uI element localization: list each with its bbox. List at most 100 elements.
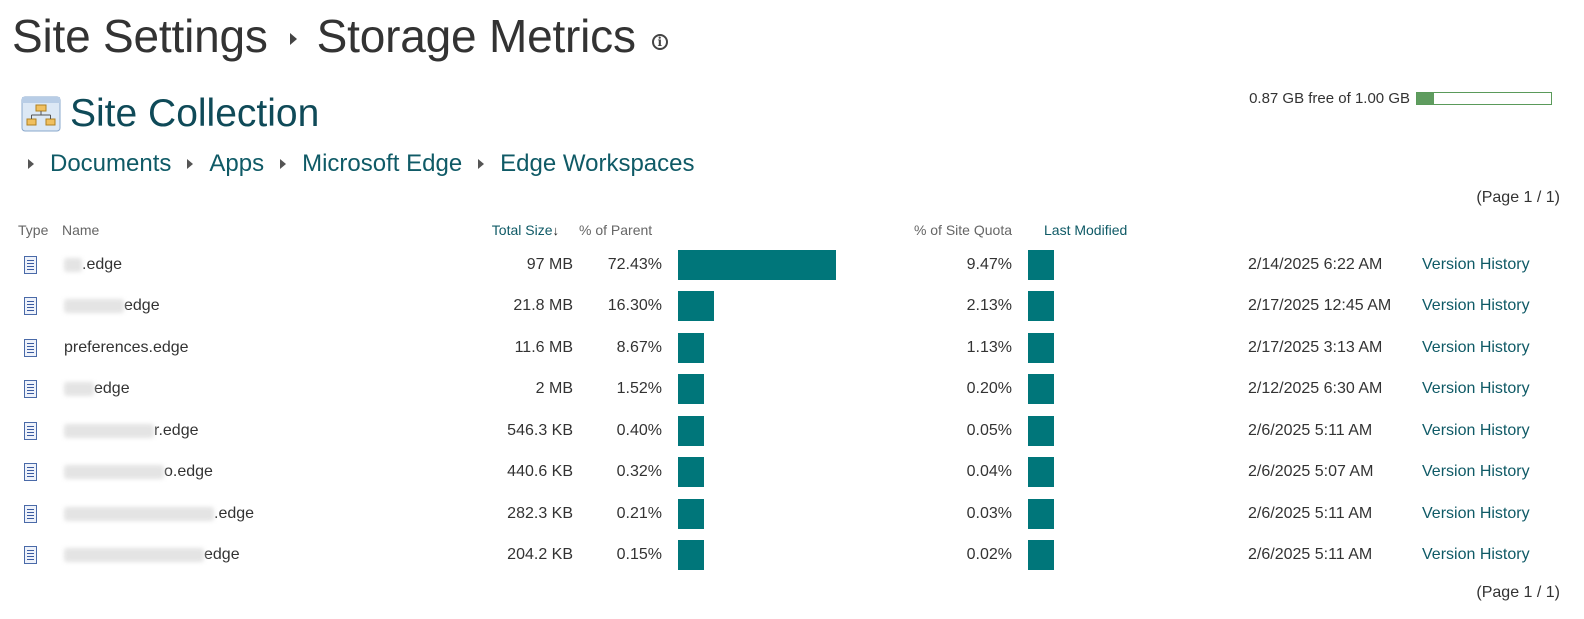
name-cell[interactable]: edge (62, 369, 402, 411)
pct-quota-bar (1028, 332, 1054, 363)
pct-parent-bar (678, 540, 704, 571)
pct-parent-bar (678, 249, 836, 280)
spacer-cell (662, 452, 678, 494)
size-cell: 204.2 KB (507, 546, 573, 564)
quota-progress-bar (1416, 92, 1552, 105)
spacer-cell (1012, 493, 1028, 535)
table-row[interactable]: .edge 282.3 KB 0.21% 0.03% 2/6/2025 5:11 AM V… (18, 493, 1552, 535)
redacted-name (64, 548, 204, 563)
info-icon[interactable]: i (651, 34, 668, 50)
spacer-cell (662, 327, 678, 369)
table-row[interactable]: .edge 97 MB 72.43% 9.47% 2/14/2025 6:22 AM Ve… (18, 244, 1552, 286)
pct-quota-bar-cell (1028, 369, 1248, 411)
size-cell: 440.6 KB (507, 463, 573, 481)
pct-parent-cell: 0.32% (616, 463, 662, 481)
version-history-link[interactable]: Version History (1422, 338, 1530, 356)
column-spacer (1248, 216, 1422, 244)
version-history-cell: Version History (1422, 535, 1552, 577)
version-history-link[interactable]: Version History (1422, 504, 1530, 522)
pct-parent-bar-cell (678, 535, 858, 577)
crumb-arrow-icon (187, 159, 194, 169)
file-name[interactable]: edge (94, 380, 130, 398)
spacer-cell (662, 410, 678, 452)
file-name[interactable]: preferences.edge (64, 338, 189, 356)
pct-parent-cell: 72.43% (607, 255, 662, 273)
table-row[interactable]: r.edge 546.3 KB 0.40% 0.05% 2/6/2025 5:11 AM… (18, 410, 1552, 452)
redacted-name (64, 465, 164, 480)
name-cell[interactable]: r.edge (62, 410, 402, 452)
spacer-cell (1012, 327, 1028, 369)
version-history-cell: Version History (1422, 410, 1552, 452)
crumb-microsoft-edge[interactable]: Microsoft Edge (302, 150, 463, 177)
spacer-cell (662, 535, 678, 577)
pct-parent-bar (678, 457, 704, 488)
name-cell[interactable]: edge (62, 286, 402, 328)
file-name[interactable]: edge (204, 546, 240, 564)
pct-parent-bar (678, 374, 704, 405)
pct-quota-cell: 2.13% (966, 297, 1012, 315)
pct-quota-bar (1028, 291, 1054, 322)
version-history-link[interactable]: Version History (1422, 297, 1530, 315)
name-cell[interactable]: edge (62, 535, 402, 577)
table-row[interactable]: edge 204.2 KB 0.15% 0.02% 2/6/2025 5:11 AM Ve… (18, 535, 1552, 577)
pct-parent-bar-cell (678, 327, 858, 369)
version-history-link[interactable]: Version History (1422, 380, 1530, 398)
document-icon (24, 255, 37, 274)
version-history-cell: Version History (1422, 327, 1552, 369)
pct-quota-bar-cell (1028, 410, 1248, 452)
column-pct-quota: % of Site Quota (913, 222, 1012, 238)
type-cell (18, 369, 62, 411)
pct-parent-cell: 1.52% (616, 380, 662, 398)
name-cell[interactable]: .edge (62, 244, 402, 286)
crumb-edge-workspaces[interactable]: Edge Workspaces (500, 150, 695, 177)
version-history-link[interactable]: Version History (1422, 463, 1530, 481)
redacted-name (64, 299, 124, 314)
pct-parent-bar-cell (678, 452, 858, 494)
file-name[interactable]: o.edge (164, 463, 213, 481)
document-icon (24, 504, 37, 523)
crumb-arrow-icon (28, 159, 34, 169)
pct-quota-bar-cell (1028, 244, 1248, 286)
breadcrumb-site-settings[interactable]: Site Settings (12, 10, 268, 62)
file-name[interactable]: .edge (82, 255, 123, 273)
quota-text: 0.87 GB free of 1.00 GB (1249, 90, 1410, 107)
size-cell: 282.3 KB (507, 504, 573, 522)
file-name[interactable]: r.edge (154, 421, 199, 439)
pct-parent-bar (678, 332, 704, 363)
name-cell[interactable]: preferences.edge (62, 327, 402, 369)
site-collection-title[interactable]: Site Collection (70, 92, 320, 135)
column-spacer (678, 216, 858, 244)
version-history-link[interactable]: Version History (1422, 546, 1530, 564)
pct-quota-cell: 0.02% (966, 546, 1012, 564)
type-cell (18, 493, 62, 535)
column-pct-parent: % of Parent (579, 222, 653, 238)
version-history-link[interactable]: Version History (1422, 421, 1530, 439)
name-cell[interactable]: o.edge (62, 452, 402, 494)
column-total-size-label: Total Size (491, 222, 553, 238)
file-name[interactable]: .edge (214, 504, 255, 522)
crumb-documents[interactable]: Documents (50, 150, 172, 177)
crumb-apps[interactable]: Apps (209, 150, 265, 177)
table-row[interactable]: edge 2 MB 1.52% 0.20% 2/12/2025 6:30 AM Versi… (18, 369, 1552, 411)
name-cell[interactable]: .edge (62, 493, 402, 535)
modified-cell: 2/14/2025 6:22 AM (1248, 255, 1383, 273)
column-total-size[interactable]: Total Size↓ (402, 216, 573, 244)
redacted-name (64, 382, 94, 397)
table-row[interactable]: edge 21.8 MB 16.30% 2.13% 2/17/2025 12:45 AM… (18, 286, 1552, 328)
pagination-top: (Page 1 / 1) (1476, 189, 1560, 206)
table-row[interactable]: preferences.edge 11.6 MB 8.67% 1.13% 2/17/20… (18, 327, 1552, 369)
version-history-link[interactable]: Version History (1422, 255, 1530, 273)
file-name[interactable]: edge (124, 297, 160, 315)
pct-quota-bar-cell (1028, 535, 1248, 577)
version-history-cell: Version History (1422, 452, 1552, 494)
folder-breadcrumb: Documents Apps Microsoft Edge Edge Works… (28, 150, 711, 178)
pct-quota-cell: 1.13% (966, 338, 1012, 356)
table-row[interactable]: o.edge 440.6 KB 0.32% 0.04% 2/6/2025 5:07 AM… (18, 452, 1552, 494)
pct-quota-cell: 0.05% (966, 421, 1012, 439)
crumb-arrow-icon (478, 159, 485, 169)
pct-parent-cell: 0.15% (616, 546, 662, 564)
spacer-cell (1012, 286, 1028, 328)
pct-quota-bar (1028, 540, 1054, 571)
column-last-modified[interactable]: Last Modified (1044, 222, 1128, 238)
column-name[interactable]: Name (62, 222, 100, 238)
